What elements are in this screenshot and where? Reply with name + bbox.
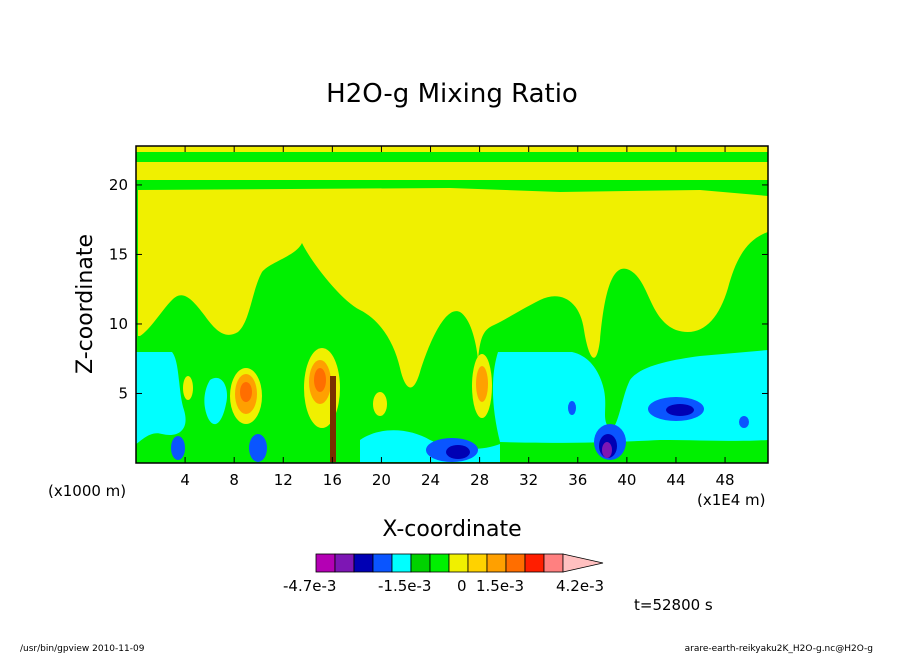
x-tick-label: 36 (568, 471, 587, 489)
x-axis-label: X-coordinate (382, 517, 521, 542)
colorbar-label: 4.2e-3 (556, 577, 604, 595)
x-unit-left: (x1000 m) (48, 482, 126, 500)
colorbar-swatch (334, 553, 355, 573)
colorbar-swatch (429, 553, 450, 573)
colorbar (315, 553, 604, 573)
colorbar-swatch (372, 553, 393, 573)
x-tick-label: 16 (323, 471, 342, 489)
x-tick-label: 4 (180, 471, 190, 489)
x-tick-label: 8 (229, 471, 239, 489)
x-tick-label: 24 (421, 471, 440, 489)
region-blue-7 (739, 416, 749, 428)
chart-title: H2O-g Mixing Ratio (326, 79, 578, 109)
colorbar-label: 1.5e-3 (476, 577, 524, 595)
region-orange-cell-3 (476, 366, 488, 402)
x-tick-label: 44 (666, 471, 685, 489)
region-yellow-cell-6 (540, 230, 556, 250)
colorbar-swatch (391, 553, 412, 573)
footer-left: /usr/bin/gpview 2010-11-09 (20, 644, 145, 654)
x-tick-label: 32 (519, 471, 538, 489)
colorbar-swatch (410, 553, 431, 573)
region-yellow-main (138, 188, 768, 388)
colorbar-swatch (353, 553, 374, 573)
time-label: t=52800 s (634, 596, 713, 614)
region-blue-2 (249, 434, 267, 462)
colorbar-swatch (524, 553, 545, 573)
region-darkblue-1 (446, 445, 470, 459)
colorbar-arrow (562, 553, 604, 573)
footer-right: arare-earth-reikyaku2K_H2O-g.nc@H2O-g (685, 644, 873, 654)
region-cyan-left (136, 352, 186, 444)
colorbar-swatch (505, 553, 526, 573)
colorbar-swatch (467, 553, 488, 573)
x-axis: 4 8 12 16 20 24 28 32 36 40 44 48 (180, 146, 735, 489)
x-tick-label: 40 (617, 471, 636, 489)
region-convective-column (330, 376, 336, 462)
y-tick-label: 10 (109, 315, 128, 333)
y-tick-label: 15 (109, 245, 128, 263)
plot-frame (135, 145, 769, 464)
colorbar-swatch (486, 553, 507, 573)
colorbar-swatch (543, 553, 564, 573)
x-unit-right: (x1E4 m) (697, 491, 766, 509)
y-tick-label: 20 (109, 176, 128, 194)
region-upper-band (136, 162, 768, 180)
region-blue-6 (568, 401, 576, 415)
region-yellow-cell-4 (373, 392, 387, 416)
x-tick-label: 20 (372, 471, 391, 489)
plot-area (135, 145, 769, 464)
region-purple-core (602, 442, 612, 458)
colorbar-label: -4.7e-3 (283, 577, 336, 595)
region-darkblue-2 (666, 404, 694, 416)
region-yellow-cell-5 (183, 376, 193, 400)
x-tick-label: 48 (716, 471, 735, 489)
colorbar-swatch (448, 553, 469, 573)
x-tick-label: 12 (274, 471, 293, 489)
y-axis: 5 10 15 20 (109, 176, 768, 402)
x-tick-label: 28 (470, 471, 489, 489)
colorbar-labels: -4.7e-3 -1.5e-3 0 1.5e-3 4.2e-3 (283, 577, 604, 595)
region-upper-band-thin (136, 146, 768, 152)
region-cyan-right (492, 350, 768, 443)
colorbar-label: 0 (457, 577, 467, 595)
region-red-cell-2 (314, 368, 326, 392)
y-tick-label: 5 (118, 384, 128, 402)
y-axis-label: Z-coordinate (73, 234, 98, 374)
region-blue-1 (171, 436, 185, 460)
region-red-cell-1 (240, 382, 252, 402)
contour-regions (136, 146, 768, 462)
region-cyan-small (204, 377, 228, 425)
colorbar-swatch (315, 553, 336, 573)
colorbar-label: -1.5e-3 (378, 577, 431, 595)
